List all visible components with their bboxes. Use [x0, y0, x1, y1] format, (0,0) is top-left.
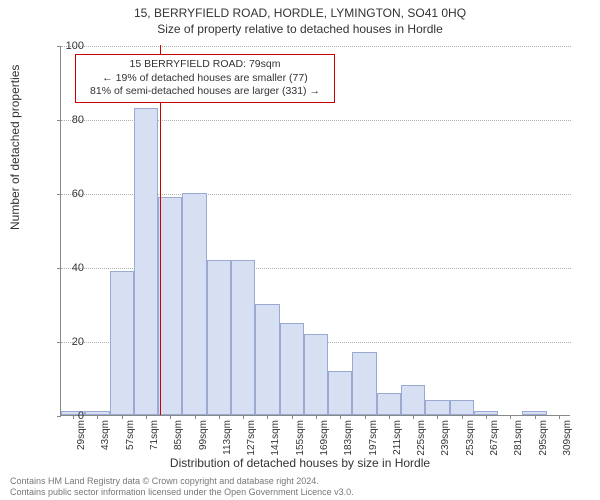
xtick-label: 267sqm	[489, 420, 500, 456]
annotation-line-2: ← 19% of detached houses are smaller (77…	[82, 72, 328, 86]
ytick-label: 40	[54, 262, 84, 274]
footer-line-2: Contains public sector information licen…	[10, 487, 354, 498]
xtick-label: 253sqm	[465, 420, 476, 456]
xtick-label: 155sqm	[295, 420, 306, 456]
xtick-mark	[243, 415, 244, 419]
xtick-mark	[462, 415, 463, 419]
footer-line-1: Contains HM Land Registry data © Crown c…	[10, 476, 354, 487]
xtick-mark	[219, 415, 220, 419]
xtick-label: 71sqm	[149, 420, 160, 450]
xtick-label: 113sqm	[222, 420, 233, 455]
footer-attribution: Contains HM Land Registry data © Crown c…	[10, 476, 354, 498]
xtick-mark	[389, 415, 390, 419]
histogram-bar	[158, 197, 182, 415]
xtick-label: 225sqm	[416, 420, 427, 456]
x-axis-label: Distribution of detached houses by size …	[0, 456, 600, 470]
xtick-label: 295sqm	[538, 420, 549, 456]
xtick-label: 309sqm	[562, 420, 573, 456]
histogram-bar	[401, 385, 425, 415]
xtick-label: 197sqm	[368, 420, 379, 456]
xtick-mark	[413, 415, 414, 419]
xtick-mark	[437, 415, 438, 419]
annotation-line-1: 15 BERRYFIELD ROAD: 79sqm	[82, 58, 328, 72]
xtick-mark	[195, 415, 196, 419]
histogram-bar	[110, 271, 134, 415]
histogram-bar	[304, 334, 328, 415]
histogram-bar	[255, 304, 279, 415]
histogram-bar	[231, 260, 255, 415]
ytick-label: 0	[54, 410, 84, 422]
xtick-label: 99sqm	[198, 420, 209, 450]
xtick-mark	[535, 415, 536, 419]
xtick-label: 57sqm	[125, 420, 136, 450]
xtick-mark	[510, 415, 511, 419]
xtick-label: 127sqm	[246, 420, 257, 456]
annotation-callout: 15 BERRYFIELD ROAD: 79sqm ← 19% of detac…	[75, 54, 335, 103]
xtick-mark	[486, 415, 487, 419]
xtick-label: 43sqm	[100, 420, 111, 450]
xtick-mark	[316, 415, 317, 419]
gridline	[61, 46, 571, 47]
xtick-mark	[146, 415, 147, 419]
xtick-label: 85sqm	[173, 420, 184, 450]
histogram-bar	[450, 400, 474, 415]
histogram-bar	[328, 371, 352, 415]
histogram-bar	[280, 323, 304, 416]
xtick-mark	[97, 415, 98, 419]
xtick-mark	[559, 415, 560, 419]
xtick-mark	[122, 415, 123, 419]
xtick-label: 169sqm	[319, 420, 330, 456]
xtick-mark	[170, 415, 171, 419]
chart-title-sub: Size of property relative to detached ho…	[0, 20, 600, 36]
xtick-mark	[340, 415, 341, 419]
histogram-bar	[182, 193, 206, 415]
xtick-mark	[292, 415, 293, 419]
xtick-mark	[365, 415, 366, 419]
histogram-bar	[134, 108, 158, 415]
xtick-mark	[267, 415, 268, 419]
ytick-label: 60	[54, 188, 84, 200]
ytick-label: 100	[54, 40, 84, 52]
histogram-bar	[352, 352, 376, 415]
xtick-label: 141sqm	[270, 420, 281, 456]
y-axis-label: Number of detached properties	[8, 65, 22, 230]
xtick-label: 281sqm	[513, 420, 524, 456]
chart-title-main: 15, BERRYFIELD ROAD, HORDLE, LYMINGTON, …	[0, 0, 600, 20]
histogram-bar	[425, 400, 449, 415]
ytick-label: 20	[54, 336, 84, 348]
xtick-label: 29sqm	[76, 420, 87, 450]
annotation-line-3: 81% of semi-detached houses are larger (…	[82, 85, 328, 99]
ytick-label: 80	[54, 114, 84, 126]
xtick-label: 183sqm	[343, 420, 354, 456]
xtick-label: 211sqm	[392, 420, 403, 455]
histogram-bar	[377, 393, 401, 415]
xtick-label: 239sqm	[440, 420, 451, 456]
histogram-bar	[207, 260, 231, 415]
